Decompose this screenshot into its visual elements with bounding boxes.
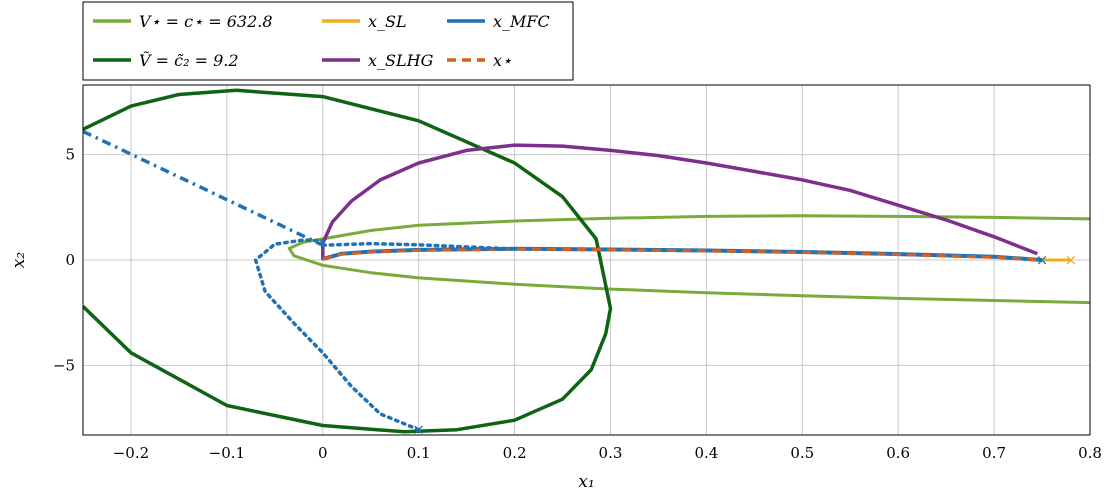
- end-marker: ×: [412, 421, 425, 439]
- x-tick-label: 0: [318, 444, 328, 462]
- series-line-0: [287, 214, 1090, 305]
- series-line-2: [321, 143, 1038, 260]
- legend: V⋆ = c⋆ = 632.8 x_SL x_MFC Ṽ = c̃₂ = 9.2 x_S…: [82, 1, 574, 81]
- legend-label: V⋆ = c⋆ = 632.8: [139, 12, 273, 31]
- legend-label: x⋆: [493, 51, 512, 70]
- series-line-6: [83, 129, 324, 247]
- x-tick-label: 0.5: [790, 444, 814, 462]
- legend-label: x_SL: [368, 12, 407, 31]
- series-line-1: [83, 88, 613, 434]
- y-tick-label: 5: [65, 146, 75, 164]
- x-tick-label: 0.2: [503, 444, 527, 462]
- x-axis-label: x₁: [578, 472, 594, 492]
- x-tick-label: 0.4: [694, 444, 718, 462]
- legend-label: x_MFC: [493, 12, 550, 31]
- legend-label: x_SLHG: [368, 51, 434, 70]
- series-line-5: [322, 247, 1043, 262]
- series-line-8: [253, 238, 421, 432]
- x-tick-label: 0.7: [982, 444, 1006, 462]
- x-tick-label: 0.8: [1078, 444, 1102, 462]
- y-tick-labels: −5 0 5: [53, 146, 75, 375]
- end-marker: ×: [1065, 251, 1078, 269]
- legend-label: Ṽ = c̃₂ = 9.2: [139, 50, 239, 70]
- legend-frame: [82, 1, 574, 81]
- x-tick-label: −0.1: [209, 444, 245, 462]
- y-tick-label: −5: [53, 356, 75, 374]
- end-marker: ×: [1036, 251, 1049, 269]
- x-tick-labels: −0.2 −0.1 0 0.1 0.2 0.3 0.4 0.5 0.6 0.7 0.8: [113, 444, 1102, 462]
- x-tick-label: 0.1: [407, 444, 431, 462]
- x-tick-label: 0.3: [599, 444, 623, 462]
- series-group: [83, 88, 1090, 434]
- series-line-7: [321, 241, 517, 251]
- y-tick-label: 0: [65, 251, 75, 269]
- x-tick-label: −0.2: [113, 444, 149, 462]
- marker-group: × × ×: [412, 251, 1077, 439]
- plot-frame: [82, 84, 1091, 436]
- y-axis-label: x₂: [9, 252, 29, 269]
- grid: [83, 85, 1091, 435]
- x-tick-label: 0.6: [886, 444, 910, 462]
